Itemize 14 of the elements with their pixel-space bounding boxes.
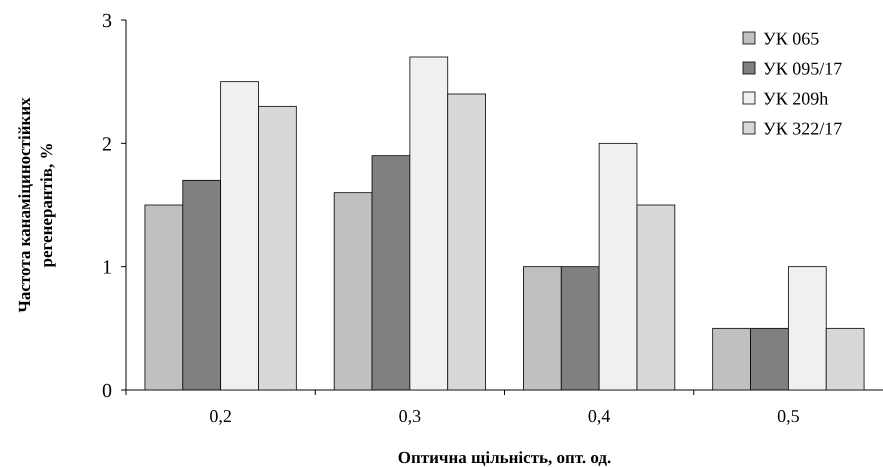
y-axis-title: Частота канаміциностійких регенерантів, % [15, 96, 56, 313]
y-tick-label: 1 [102, 256, 112, 279]
legend-label: УК 322/17 [763, 118, 842, 138]
x-tick-label: 0,2 [209, 406, 232, 426]
legend-label: УК 209h [763, 88, 828, 108]
y-tick-label: 2 [102, 133, 112, 156]
x-tick-label: 0,5 [777, 406, 800, 426]
y-tick-label: 3 [102, 10, 112, 32]
x-axis-title: Оптична щільність, опт. од. [398, 448, 612, 467]
legend-label: УК 065 [763, 28, 820, 48]
x-tick-label: 0,4 [588, 406, 610, 426]
x-tick-label: 0,3 [398, 406, 422, 426]
y-tick-label: 0 [102, 380, 112, 402]
legend-label: УК 095/17 [763, 58, 842, 78]
